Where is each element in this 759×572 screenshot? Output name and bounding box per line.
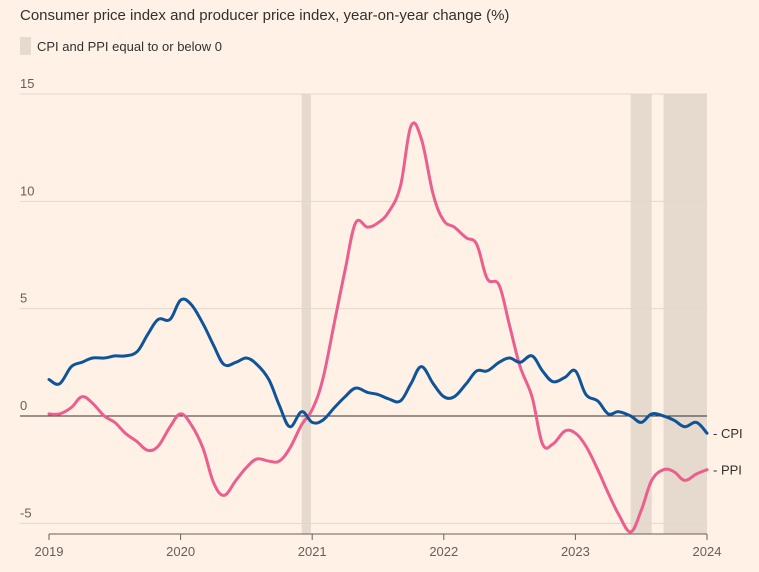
x-tick-label: 2021 [298,544,327,559]
y-tick-label: -5 [20,505,32,520]
series-line-cpi [47,297,709,435]
shaded-range-0 [301,94,311,534]
y-tick-label: 5 [20,291,27,306]
shaded-range-1 [630,94,652,534]
series-label-cpi: - CPI [713,426,743,441]
shading-legend-label: CPI and PPI equal to or below 0 [37,38,223,54]
shading-legend: CPI and PPI equal to or below 0 [20,37,222,55]
shaded-range-2 [663,94,707,534]
y-tick-label: 15 [20,76,34,91]
y-tick-label: 10 [20,183,34,198]
y-tick-label: 0 [20,398,27,413]
x-tick-label: 2023 [561,544,590,559]
series-line-ppi [47,121,709,534]
x-tick-label: 2024 [693,544,722,559]
series-label-ppi: - PPI [713,463,742,478]
x-tick-label: 2019 [35,544,64,559]
shading-legend-swatch [20,37,31,55]
x-tick-label: 2022 [429,544,458,559]
x-tick-label: 2020 [166,544,195,559]
chart-title: Consumer price index and producer price … [20,7,510,24]
